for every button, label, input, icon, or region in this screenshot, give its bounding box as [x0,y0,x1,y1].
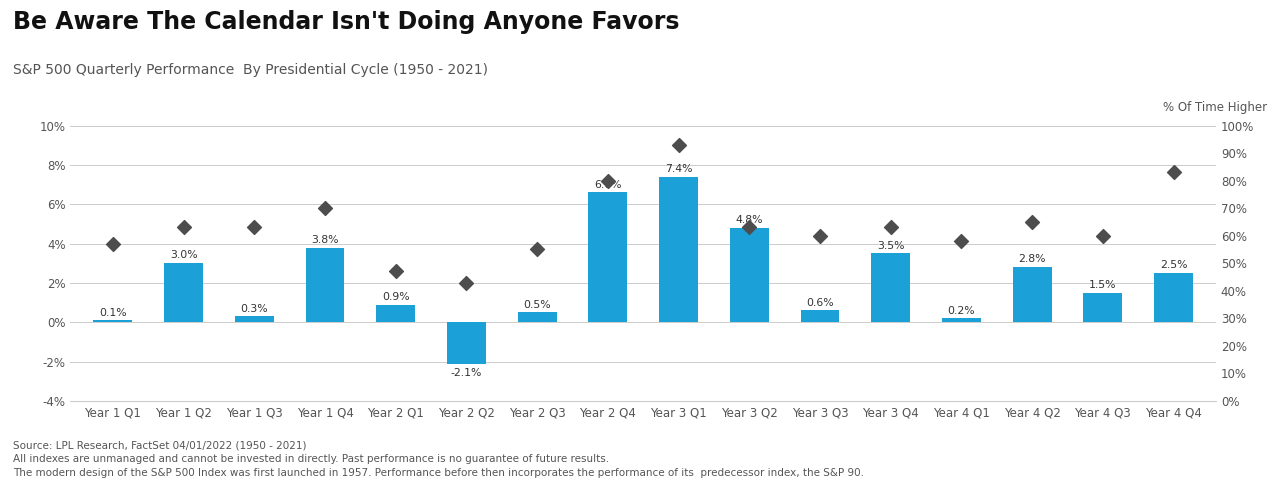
Bar [376,304,415,322]
Text: 0.6%: 0.6% [806,298,833,308]
Point [173,224,193,231]
Text: 3.0%: 3.0% [170,251,197,260]
Bar [234,316,274,322]
Bar [164,263,204,322]
Text: Be Aware The Calendar Isn't Doing Anyone Favors: Be Aware The Calendar Isn't Doing Anyone… [13,10,680,34]
Bar [306,247,344,322]
Text: 4.8%: 4.8% [736,215,763,225]
Point [1093,232,1114,240]
Point [739,224,759,231]
Bar [1155,273,1193,322]
Bar [1083,293,1123,322]
Text: -2.1%: -2.1% [451,368,483,378]
Bar [447,322,486,364]
Point [315,204,335,212]
Point [102,240,123,248]
Bar [1012,267,1052,322]
Bar [942,318,980,322]
Bar [93,320,132,322]
Text: 0.3%: 0.3% [241,304,268,313]
Bar [589,192,627,322]
Point [456,279,476,286]
Point [951,237,972,245]
Text: Source: LPL Research, FactSet 04/01/2022 (1950 - 2021)
All indexes are unmanaged: Source: LPL Research, FactSet 04/01/2022… [13,440,864,478]
Text: 2.5%: 2.5% [1160,260,1188,270]
Text: S&P 500 Quarterly Performance  By Presidential Cycle (1950 - 2021): S&P 500 Quarterly Performance By Preside… [13,63,488,77]
Point [810,232,831,240]
Text: % Of Time Higher: % Of Time Higher [1164,100,1267,114]
Point [385,268,406,275]
Point [668,141,689,149]
Bar [730,228,769,322]
Text: 6.6%: 6.6% [594,180,622,190]
Bar [659,177,698,322]
Point [1021,218,1042,226]
Bar [517,313,557,322]
Text: 2.8%: 2.8% [1019,255,1046,264]
Point [881,224,901,231]
Text: 3.8%: 3.8% [311,235,339,245]
Text: 0.9%: 0.9% [381,292,410,302]
Text: 1.5%: 1.5% [1089,280,1116,290]
Text: 0.1%: 0.1% [99,308,127,317]
Point [244,224,265,231]
Bar [800,311,840,322]
Point [598,177,618,185]
Bar [872,254,910,322]
Text: 0.2%: 0.2% [947,306,975,315]
Text: 7.4%: 7.4% [664,164,692,174]
Text: 0.5%: 0.5% [524,299,550,310]
Point [527,245,548,253]
Point [1164,169,1184,176]
Text: 3.5%: 3.5% [877,241,905,251]
